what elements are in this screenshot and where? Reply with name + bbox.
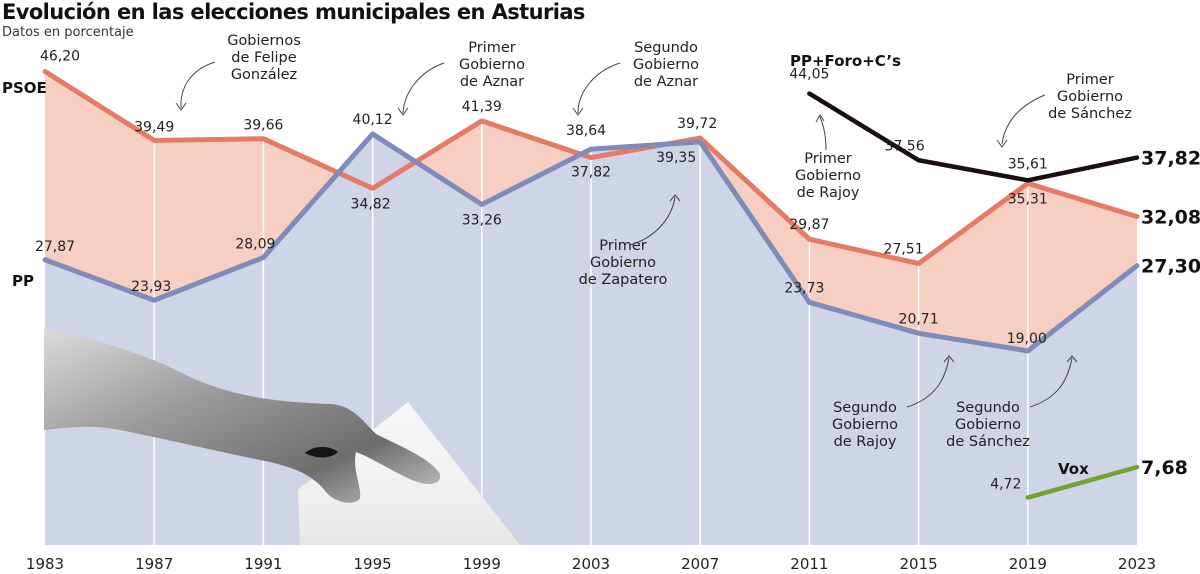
end-value-label: 27,30 — [1141, 256, 1200, 278]
chart-subtitle: Datos en porcentaje — [2, 25, 134, 40]
value-label: 34,82 — [351, 196, 391, 212]
x-tick-label: 2003 — [572, 555, 610, 573]
value-label: 27,51 — [884, 241, 924, 257]
value-label: 39,49 — [134, 119, 174, 135]
chart-title: Evolución en las elecciones municipales … — [2, 0, 585, 24]
arrow-icon — [819, 116, 827, 151]
arrow-icon — [1029, 357, 1073, 408]
arrow-icon — [180, 61, 216, 109]
value-label: 35,31 — [1008, 191, 1048, 207]
hand-ballot-icon — [44, 328, 520, 545]
arrow-icon — [1001, 94, 1046, 145]
annotation-primer-gobierno-aznar: Primer Gobierno de Aznar — [397, 40, 525, 116]
annotation-primer-gobierno-sanchez: Primer Gobierno de Sánchez — [996, 72, 1132, 148]
value-label: 39,35 — [656, 150, 696, 166]
value-label: 33,26 — [462, 212, 502, 228]
ppforo-line — [807, 91, 1140, 183]
x-tick-label: 1991 — [244, 555, 282, 573]
value-label: 46,20 — [40, 49, 80, 65]
value-label: 29,87 — [789, 217, 829, 233]
annotation-segundo-gobierno-rajoy: Segundo Gobierno de Rajoy — [832, 355, 955, 450]
value-label: 39,72 — [677, 116, 717, 132]
annotation-segundo-gobierno-aznar: Segundo Gobierno de Aznar — [572, 40, 699, 116]
value-labels: 46,20 39,49 39,66 34,82 41,39 37,82 39,72 29,87… — [35, 49, 1200, 493]
psoe-line — [42, 69, 1140, 266]
x-tick-label: 1999 — [463, 555, 501, 573]
value-label: 38,64 — [566, 123, 606, 139]
pp-line — [42, 131, 1140, 354]
arrow-icon — [577, 62, 621, 114]
x-tick-label: 2023 — [1118, 555, 1156, 573]
ppforo-label: PP+Foro+C’s — [790, 52, 901, 70]
annotation-primer-gobierno-zapatero: Primer Gobierno de Zapatero — [579, 194, 681, 288]
arrow-icon — [402, 62, 445, 114]
vox-label: Vox — [1058, 460, 1089, 478]
value-label: 39,66 — [243, 118, 283, 134]
arrow-icon — [906, 357, 950, 408]
annotation-felipe-gonzalez: Gobiernos de Felipe González — [175, 33, 301, 111]
x-tick-label: 1987 — [135, 555, 173, 573]
x-axis: 1983 1987 1991 1995 1999 2003 2007 2011 2015 2019… — [26, 555, 1156, 573]
x-tick-label: 1983 — [26, 555, 64, 573]
pp-label: PP — [12, 272, 34, 290]
value-label: 37,56 — [885, 138, 925, 154]
vox-line — [1025, 464, 1140, 500]
annotation-primer-gobierno-rajoy: Primer Gobierno de Rajoy — [795, 114, 861, 201]
value-label: 23,73 — [784, 280, 824, 296]
end-value-label: 7,68 — [1141, 457, 1188, 479]
value-label: 35,61 — [1008, 156, 1048, 172]
value-label: 28,09 — [235, 237, 275, 253]
value-label: 37,82 — [571, 165, 611, 181]
value-label: 19,00 — [1007, 331, 1047, 347]
value-label: 40,12 — [353, 112, 393, 128]
value-label: 44,05 — [789, 67, 829, 83]
annotation-segundo-gobierno-sanchez: Segundo Gobierno de Sánchez — [946, 355, 1078, 450]
end-value-label: 32,08 — [1141, 207, 1200, 229]
x-tick-label: 2015 — [900, 555, 938, 573]
value-label: 20,71 — [899, 311, 939, 327]
series-lines — [42, 69, 1140, 500]
value-label: 4,72 — [990, 477, 1021, 493]
arrow-icon — [629, 196, 676, 246]
value-label: 41,39 — [462, 99, 502, 115]
end-value-label: 37,82 — [1141, 148, 1200, 170]
x-tick-label: 2019 — [1009, 555, 1047, 573]
psoe-label: PSOE — [2, 79, 47, 97]
value-label: 27,87 — [35, 239, 75, 255]
x-tick-label: 1995 — [354, 555, 392, 573]
x-tick-label: 2007 — [681, 555, 719, 573]
x-tick-label: 2011 — [790, 555, 828, 573]
value-label: 23,93 — [131, 279, 171, 295]
